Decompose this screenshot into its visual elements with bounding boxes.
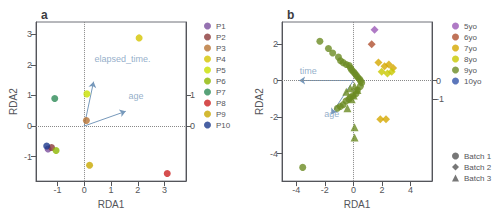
svg-text:-1: -1 — [436, 94, 444, 104]
svg-text:10yo: 10yo — [464, 77, 482, 86]
svg-text:3: 3 — [162, 185, 167, 195]
svg-text:time: time — [300, 66, 317, 76]
svg-text:9yo: 9yo — [464, 66, 477, 75]
svg-text:RDA1: RDA1 — [98, 199, 125, 210]
svg-text:7yo: 7yo — [464, 44, 477, 53]
svg-text:age: age — [128, 91, 143, 101]
svg-text:0: 0 — [82, 185, 87, 195]
svg-text:2: 2 — [273, 39, 278, 49]
svg-text:0: 0 — [190, 121, 195, 131]
svg-text:P7: P7 — [216, 88, 226, 97]
svg-text:P3: P3 — [216, 44, 226, 53]
svg-text:2: 2 — [27, 60, 32, 70]
svg-text:3: 3 — [27, 29, 32, 39]
svg-text:4: 4 — [408, 185, 413, 195]
svg-text:P9: P9 — [216, 110, 226, 119]
svg-text:RDA1: RDA1 — [344, 199, 371, 210]
svg-text:6yo: 6yo — [464, 33, 477, 42]
svg-text:age: age — [324, 109, 339, 119]
svg-text:P5: P5 — [216, 66, 226, 75]
svg-text:Batch 2: Batch 2 — [464, 163, 492, 172]
svg-text:-1: -1 — [53, 185, 61, 195]
svg-text:-2: -2 — [270, 112, 278, 122]
svg-text:P2: P2 — [216, 33, 226, 42]
svg-text:5yo: 5yo — [464, 22, 477, 31]
svg-text:2: 2 — [135, 185, 140, 195]
svg-text:0: 0 — [436, 76, 441, 86]
svg-text:P1: P1 — [216, 22, 226, 31]
svg-text:P6: P6 — [216, 77, 226, 86]
svg-text:Batch 3: Batch 3 — [464, 174, 492, 183]
svg-text:b: b — [287, 8, 294, 22]
svg-text:1: 1 — [190, 90, 195, 100]
svg-text:a: a — [41, 8, 48, 22]
svg-text:1: 1 — [27, 90, 32, 100]
svg-text:-4: -4 — [270, 149, 278, 159]
svg-text:RDA2: RDA2 — [8, 88, 19, 115]
svg-text:P10: P10 — [216, 121, 231, 130]
svg-text:8yo: 8yo — [464, 55, 477, 64]
svg-text:2: 2 — [379, 185, 384, 195]
svg-text:-1: -1 — [24, 152, 32, 162]
svg-text:-2: -2 — [321, 185, 329, 195]
svg-text:Batch 1: Batch 1 — [464, 152, 492, 161]
svg-text:0: 0 — [27, 121, 32, 131]
svg-text:RDA2: RDA2 — [254, 88, 265, 115]
svg-text:P8: P8 — [216, 99, 226, 108]
svg-text:0: 0 — [273, 76, 278, 86]
svg-text:elapsed_time.: elapsed_time. — [94, 54, 150, 64]
svg-text:P4: P4 — [216, 55, 226, 64]
svg-text:0: 0 — [351, 185, 356, 195]
svg-text:1: 1 — [108, 185, 113, 195]
svg-text:-4: -4 — [292, 185, 300, 195]
